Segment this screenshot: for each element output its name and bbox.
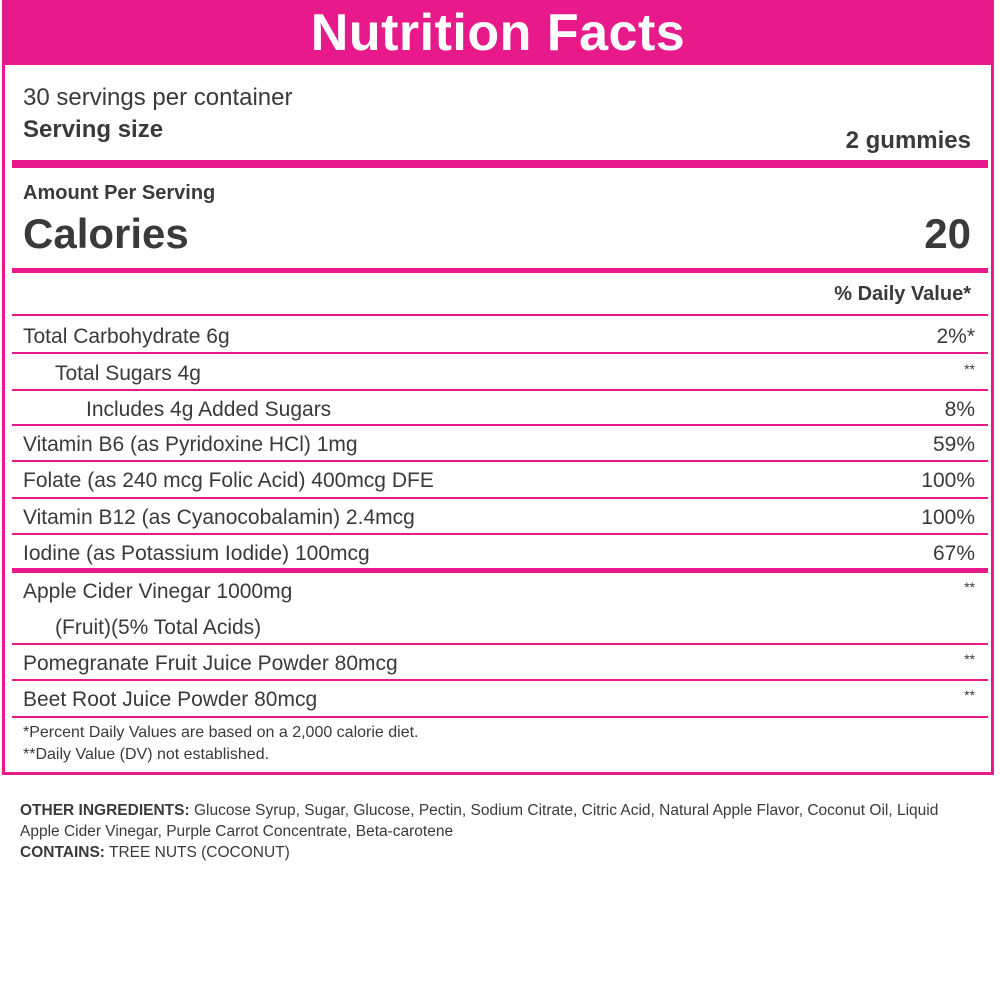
other-dv: ** (964, 687, 975, 703)
servings-per-container: 30 servings per container (23, 84, 293, 111)
nutrient-dv: 100% (921, 506, 975, 529)
nutrient-name: Folate (as 240 mcg Folic Acid) 400mcg DF… (23, 469, 434, 492)
other-ingredients-line: OTHER INGREDIENTS: Glucose Syrup, Sugar,… (20, 800, 980, 842)
serving-size-value: 2 gummies (845, 127, 971, 154)
nutrient-dv: ** (964, 361, 975, 377)
nutrient-name: Vitamin B12 (as Cyanocobalamin) 2.4mcg (23, 506, 415, 529)
nutrient-name: Total Sugars 4g (55, 362, 201, 385)
nutrient-dv: 100% (921, 469, 975, 492)
calories-label: Calories (23, 210, 189, 257)
other-name: Pomegranate Fruit Juice Powder 80mcg (23, 652, 398, 675)
footnote-percent-dv: *Percent Daily Values are based on a 2,0… (23, 724, 419, 741)
nutrient-name: Total Carbohydrate 6g (23, 325, 230, 348)
contains-text: TREE NUTS (COCONUT) (104, 844, 290, 861)
nutrient-dv: 2%* (936, 325, 975, 348)
daily-value-header: % Daily Value* (834, 283, 971, 305)
medium-divider (12, 268, 988, 273)
row-divider (12, 497, 988, 499)
nutrient-row: Vitamin B6 (as Pyridoxine HCl) 1mg 59% (12, 426, 988, 460)
other-ingredients-label: OTHER INGREDIENTS: (20, 802, 190, 819)
nutrient-row: Iodine (as Potassium Iodide) 100mcg 67% (12, 535, 988, 569)
amount-per-serving-label: Amount Per Serving (23, 182, 216, 204)
row-divider (12, 643, 988, 645)
other-name: Beet Root Juice Powder 80mcg (23, 688, 318, 711)
contains-label: CONTAINS: (20, 844, 105, 861)
footnote-dv-not-established: **Daily Value (DV) not established. (23, 746, 270, 763)
nutrient-name: Iodine (as Potassium Iodide) 100mcg (23, 542, 370, 565)
row-divider (12, 389, 988, 391)
row-divider (12, 460, 988, 462)
nutrient-name: Vitamin B6 (as Pyridoxine HCl) 1mg (23, 433, 358, 456)
nutrient-name: Includes 4g Added Sugars (86, 398, 332, 421)
thick-divider (12, 160, 988, 168)
other-dv: ** (964, 651, 975, 667)
other-row: Apple Cider Vinegar 1000mg ** (12, 573, 988, 607)
other-name: Apple Cider Vinegar 1000mg (23, 580, 293, 603)
calories-value: 20 (924, 210, 971, 257)
nutrient-row: Includes 4g Added Sugars 8% (12, 391, 988, 425)
nutrient-dv: 8% (944, 398, 975, 421)
panel-title: Nutrition Facts (310, 3, 686, 62)
row-divider (12, 424, 988, 426)
other-row: Pomegranate Fruit Juice Powder 80mcg ** (12, 645, 988, 679)
nutrient-row: Folate (as 240 mcg Folic Acid) 400mcg DF… (12, 462, 988, 496)
header-bar: Nutrition Facts (5, 0, 991, 65)
other-name: (Fruit)(5% Total Acids) (55, 616, 262, 639)
contains-line: CONTAINS: TREE NUTS (COCONUT) (20, 842, 980, 863)
medium-divider (12, 568, 988, 573)
nutrient-dv: 67% (932, 542, 975, 565)
nutrient-row: Vitamin B12 (as Cyanocobalamin) 2.4mcg 1… (12, 499, 988, 533)
other-row: (Fruit)(5% Total Acids) (12, 609, 988, 643)
row-divider (12, 679, 988, 681)
row-divider (12, 314, 988, 316)
other-ingredients-text: Glucose Syrup, Sugar, Glucose, Pectin, S… (20, 802, 939, 840)
other-dv: ** (964, 579, 975, 595)
nutrient-row: Total Sugars 4g ** (12, 355, 988, 389)
row-divider (12, 533, 988, 535)
nutrient-dv: 59% (932, 433, 975, 456)
serving-size-label: Serving size (23, 116, 164, 143)
nutrient-row: Total Carbohydrate 6g 2%* (12, 318, 988, 352)
other-row: Beet Root Juice Powder 80mcg ** (12, 681, 988, 715)
row-divider (12, 352, 988, 354)
ingredients-block: OTHER INGREDIENTS: Glucose Syrup, Sugar,… (20, 800, 980, 863)
nutrition-facts-panel: Nutrition Facts 30 servings per containe… (2, 0, 994, 775)
row-divider (12, 716, 988, 718)
